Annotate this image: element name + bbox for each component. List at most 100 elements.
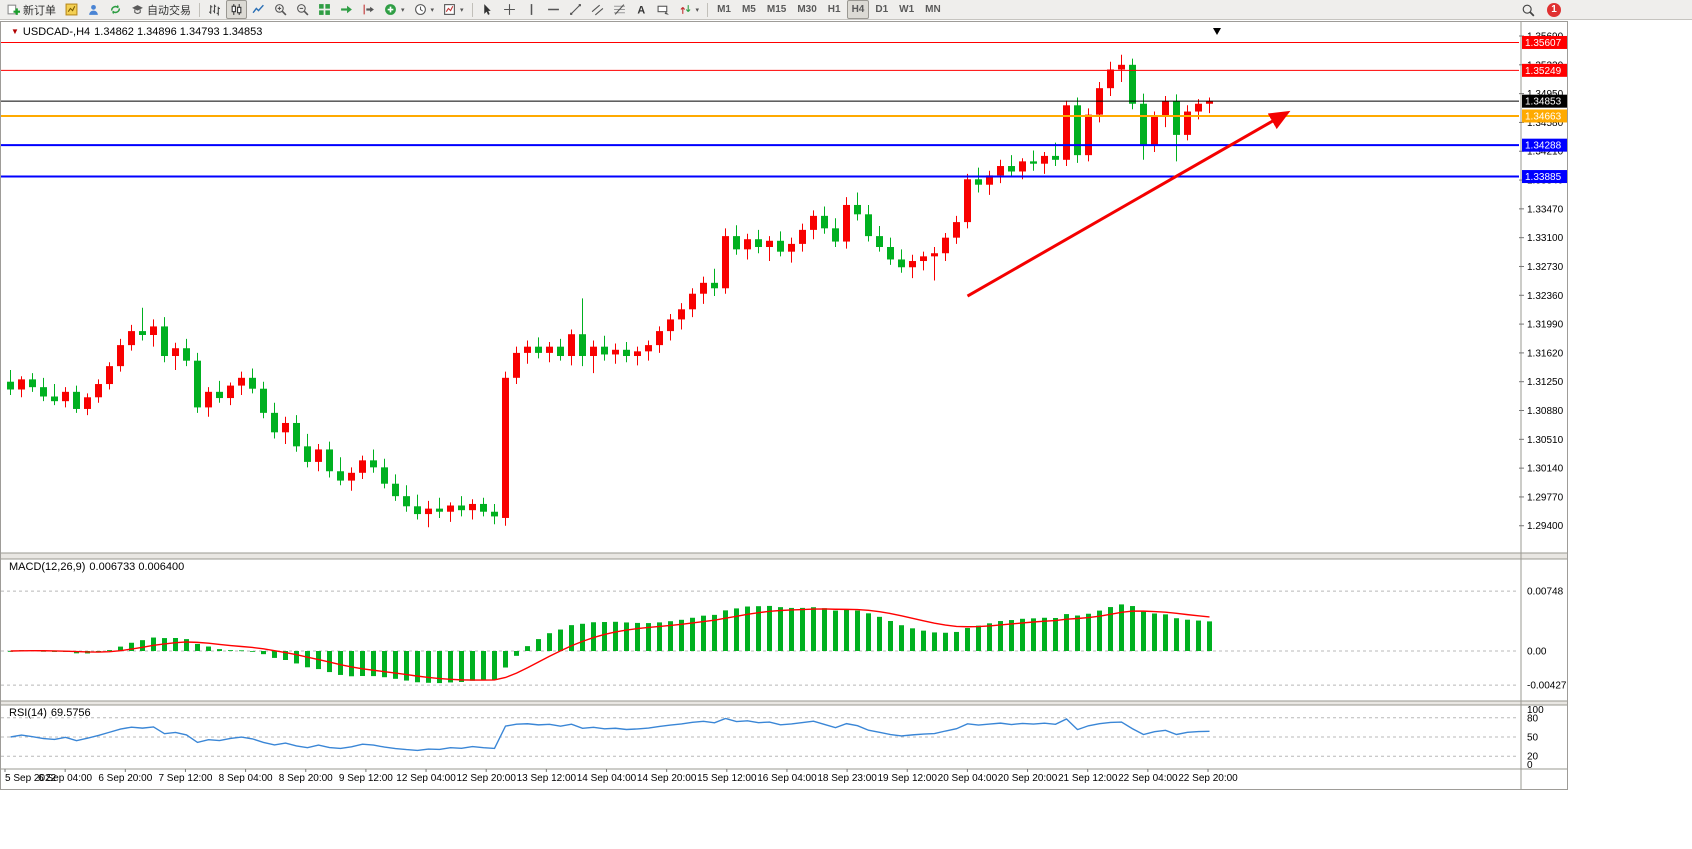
candle-body: [1173, 101, 1180, 135]
time-axis-label: 12 Sep 20:00: [456, 773, 516, 784]
candle-body: [546, 346, 553, 353]
new-order-button[interactable]: 新订单: [3, 0, 60, 19]
macd-tick-label: -0.00427: [1527, 681, 1567, 692]
timeframe-m15-button[interactable]: M15: [762, 0, 791, 19]
candle-body: [711, 282, 718, 289]
trend-arrow[interactable]: [966, 110, 1291, 298]
dropdown-caret-icon: ▾: [401, 6, 405, 14]
timeframe-m30-button[interactable]: M30: [792, 0, 821, 19]
timeframe-h4-button[interactable]: H4: [846, 0, 870, 19]
candle-body: [634, 351, 641, 357]
timeframe-mn-button[interactable]: MN: [920, 0, 946, 19]
time-axis-label: 6 Sep 20:00: [98, 773, 152, 784]
price-tick-label: 1.34950: [1527, 89, 1564, 100]
candle-body: [436, 508, 443, 512]
candle-body: [535, 346, 542, 353]
price-tick-label: 1.33100: [1527, 233, 1564, 244]
candle-body: [106, 366, 113, 385]
line-chart-button[interactable]: [248, 0, 269, 19]
toolbar-right-group: 1: [1517, 0, 1561, 19]
price-tag: 1.34853: [1522, 94, 1567, 108]
candle-body: [172, 348, 179, 357]
indicators-button[interactable]: ▾: [380, 0, 409, 19]
candle-body: [491, 511, 498, 517]
price-tick-label: 1.30880: [1527, 406, 1564, 417]
arrows-button[interactable]: ▾: [675, 0, 704, 19]
candle-body: [260, 388, 267, 413]
bars-chart-button[interactable]: [204, 0, 225, 19]
text-label-icon: [657, 5, 669, 15]
candle-body: [403, 496, 410, 507]
candle-body: [1206, 101, 1213, 104]
candle-body: [997, 166, 1004, 176]
timeframe-m1-button[interactable]: M1: [712, 0, 736, 19]
templates-button[interactable]: ▾: [439, 0, 468, 19]
panel-separator[interactable]: [1, 553, 1567, 559]
candle-body: [689, 293, 696, 310]
candle-body: [975, 179, 982, 185]
fibonacci-icon: [613, 4, 625, 15]
vertical-line-icon: [530, 4, 532, 15]
time-axis-label: 13 Sep 12:00: [517, 773, 577, 784]
main-toolbar: 新订单 自动交易: [0, 0, 1692, 20]
candle-body: [898, 259, 905, 268]
price-tick-label: 1.30140: [1527, 464, 1564, 475]
chart-shift-button[interactable]: [358, 0, 379, 19]
zoom-in-button[interactable]: [270, 0, 291, 19]
periods-button[interactable]: ▾: [410, 0, 439, 19]
time-axis-label: 5 Sep 2022: [5, 773, 57, 784]
horizontal-line-button[interactable]: [543, 0, 564, 19]
fibonacci-button[interactable]: [609, 0, 630, 19]
candle-body: [1151, 116, 1158, 146]
timeframe-m5-button[interactable]: M5: [737, 0, 761, 19]
vertical-line-button[interactable]: [521, 0, 542, 19]
candle-body: [392, 483, 399, 497]
channel-button[interactable]: [587, 0, 608, 19]
candle-body: [568, 334, 575, 357]
time-axis-label: 20 Sep 04:00: [938, 773, 998, 784]
notification-badge[interactable]: 1: [1547, 2, 1561, 17]
candle-body: [117, 345, 124, 367]
candle-body: [337, 471, 344, 481]
text-button[interactable]: A: [631, 0, 652, 19]
timeframe-w1-button[interactable]: W1: [894, 0, 919, 19]
rsi-tick-label: 0: [1527, 760, 1533, 771]
timeframe-label: M1: [717, 4, 731, 15]
refresh-button[interactable]: [105, 0, 126, 19]
candle-body: [909, 261, 916, 268]
candlestick-chart-button[interactable]: [226, 0, 247, 19]
timeframe-h1-button[interactable]: H1: [823, 0, 846, 19]
search-button[interactable]: [1517, 0, 1539, 19]
price-tag: 1.35607: [1522, 35, 1567, 49]
timeframe-d1-button[interactable]: D1: [870, 0, 893, 19]
panel-separator[interactable]: [1, 701, 1567, 705]
candle-body: [447, 505, 454, 512]
candle-body: [216, 391, 223, 399]
chart-window-button[interactable]: [61, 0, 82, 19]
autotrading-button[interactable]: 自动交易: [127, 0, 195, 19]
crosshair-button[interactable]: [499, 0, 520, 19]
candle-body: [414, 506, 421, 515]
candle-body: [645, 345, 652, 352]
line-chart-icon: [252, 4, 264, 14]
search-icon: [1522, 4, 1535, 16]
timeframe-label: W1: [899, 4, 915, 15]
candle-body: [62, 391, 69, 402]
candle-body: [612, 349, 619, 355]
zoom-out-button[interactable]: [292, 0, 313, 19]
candle-body: [458, 505, 465, 511]
text-label-button[interactable]: [653, 0, 674, 19]
profiles-button[interactable]: [83, 0, 104, 19]
time-axis-label: 15 Sep 12:00: [697, 773, 757, 784]
chart-canvas[interactable]: 1.356901.353201.349501.345801.342101.338…: [1, 22, 1567, 789]
price-tick-label: 1.31620: [1527, 348, 1564, 359]
auto-scroll-button[interactable]: [336, 0, 357, 19]
price-scale[interactable]: 1.356901.353201.349501.345801.342101.338…: [1519, 32, 1567, 771]
candle-body: [931, 253, 938, 257]
horizontal-levels[interactable]: [1, 41, 1519, 178]
trendline-button[interactable]: [565, 0, 586, 19]
cursor-button[interactable]: [477, 0, 498, 19]
candle-body: [788, 243, 795, 252]
tile-windows-button[interactable]: [314, 0, 335, 19]
rsi-tick-label: 50: [1527, 733, 1539, 744]
